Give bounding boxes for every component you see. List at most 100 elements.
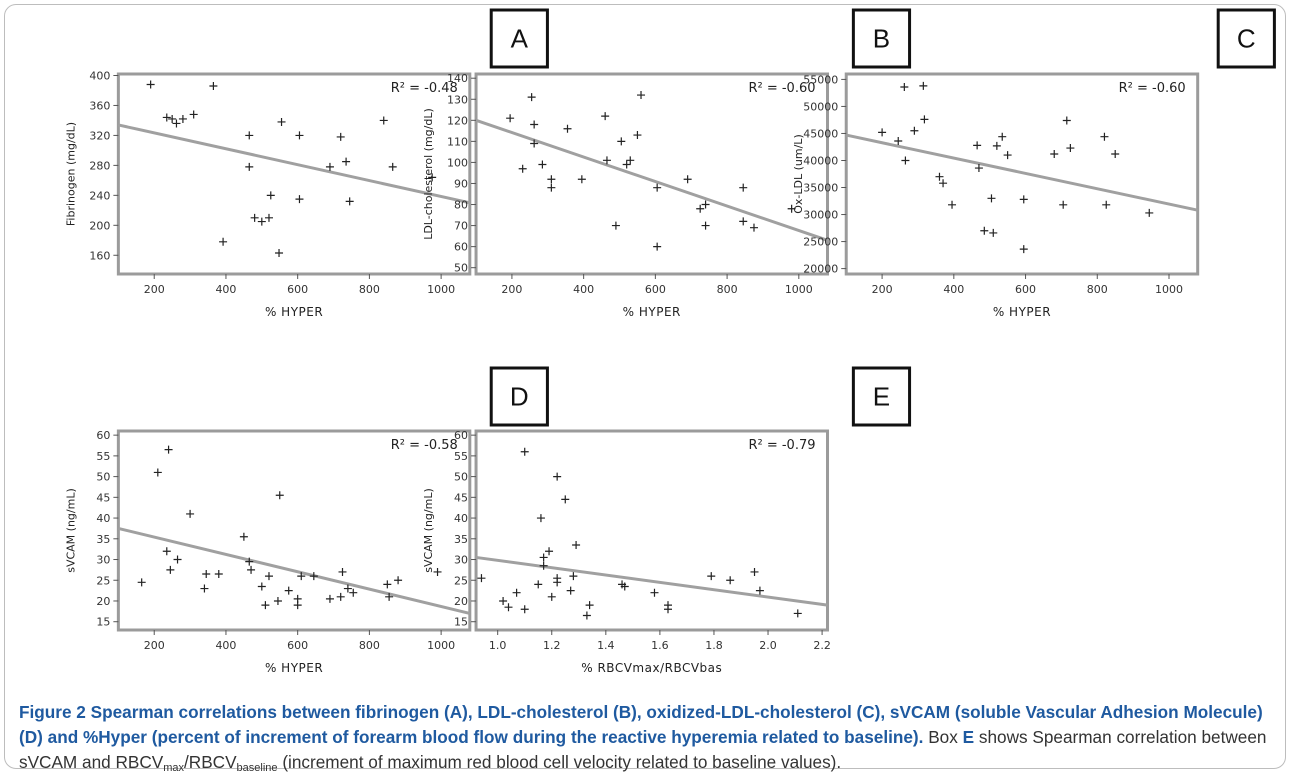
- y-axis-title: sVCAM (ng/mL): [64, 488, 77, 573]
- data-point: [601, 112, 610, 121]
- x-tick-label: 200: [144, 283, 165, 296]
- data-point: [506, 114, 515, 123]
- data-point: [153, 468, 162, 477]
- r-squared-annotation: R² = -0.48: [391, 81, 458, 96]
- data-point: [530, 139, 539, 148]
- x-tick-label: 400: [943, 283, 964, 296]
- y-tick-label: 400: [89, 69, 110, 82]
- x-axis-title: % HYPER: [265, 661, 323, 675]
- data-point: [749, 223, 758, 232]
- data-point: [342, 157, 351, 166]
- plot-frame: [116, 429, 472, 632]
- y-axis-title: LDL-cholesterol (mg/dL): [422, 108, 435, 240]
- data-point: [920, 115, 929, 124]
- x-axis-title: % HYPER: [993, 305, 1051, 319]
- data-point: [518, 164, 527, 173]
- data-point: [336, 592, 345, 601]
- x-tick-label: 200: [144, 639, 165, 652]
- y-tick-label: 140: [447, 72, 468, 85]
- data-point: [577, 175, 586, 184]
- data-point: [250, 213, 259, 222]
- y-tick-label: 15: [96, 616, 110, 629]
- trend-line: [118, 123, 471, 205]
- data-point: [219, 237, 228, 246]
- panel-letter: D: [510, 382, 529, 412]
- y-tick-label: 55: [96, 450, 110, 463]
- data-point: [536, 514, 545, 523]
- data-point: [336, 132, 345, 141]
- data-point: [273, 596, 282, 605]
- data-point: [162, 547, 171, 556]
- figure-caption: Figure 2 Spearman correlations between f…: [19, 700, 1279, 775]
- data-point: [164, 445, 173, 454]
- data-point: [202, 570, 211, 579]
- x-tick-label: 400: [573, 283, 594, 296]
- y-tick-label: 35: [96, 533, 110, 546]
- y-tick-label: 130: [447, 93, 468, 106]
- data-point: [245, 131, 254, 140]
- data-point: [664, 605, 673, 614]
- y-tick-label: 30: [96, 554, 110, 567]
- x-axis-title: % HYPER: [265, 305, 323, 319]
- data-point: [974, 164, 983, 173]
- y-tick-label: 110: [447, 135, 468, 148]
- data-point: [257, 217, 266, 226]
- data-point: [173, 555, 182, 564]
- r-squared-annotation: R² = -0.58: [391, 438, 458, 453]
- data-point: [275, 249, 284, 258]
- data-point: [998, 132, 1007, 141]
- caption-box-letter: E: [962, 727, 975, 747]
- data-point: [295, 131, 304, 140]
- y-axis-title: Fibrinogen (mg/dL): [64, 122, 77, 226]
- data-point: [787, 204, 796, 213]
- chart-panel-c: 20000 25000 30000 35000 40000 45000 50000 55000…: [792, 8, 1276, 319]
- data-point: [553, 578, 562, 587]
- data-point: [137, 578, 146, 587]
- panel-letter: B: [873, 24, 890, 54]
- x-tick-label: 200: [501, 283, 522, 296]
- data-point: [172, 119, 181, 128]
- data-point: [935, 172, 944, 181]
- data-point: [433, 567, 442, 576]
- data-point: [1066, 144, 1075, 153]
- y-tick-label: 25: [96, 574, 110, 587]
- x-tick-label: 1.0: [489, 639, 507, 652]
- data-point: [900, 82, 909, 91]
- data-point: [520, 605, 529, 614]
- y-tick-label: 20000: [803, 263, 838, 276]
- data-point: [1111, 150, 1120, 158]
- data-point: [620, 582, 629, 591]
- data-point: [388, 162, 397, 171]
- data-point: [1145, 208, 1154, 217]
- caption-rest-1: shows Spearman correlation between sVCAM…: [19, 727, 1267, 772]
- y-tick-label: 25000: [803, 236, 838, 249]
- plot-frame: [474, 429, 830, 632]
- data-point: [701, 200, 710, 209]
- data-point: [295, 195, 304, 204]
- panel-letter: E: [873, 382, 890, 412]
- caption-box-word: Box: [928, 727, 958, 747]
- data-point: [622, 160, 631, 169]
- data-point: [696, 204, 705, 213]
- data-point: [878, 128, 887, 137]
- y-tick-label: 30000: [803, 209, 838, 222]
- data-point: [653, 242, 662, 251]
- data-point: [602, 156, 611, 165]
- data-point: [383, 580, 392, 589]
- y-tick-label: 30: [454, 554, 468, 567]
- y-tick-label: 40: [454, 512, 468, 525]
- data-point: [189, 110, 198, 119]
- data-point: [617, 137, 626, 146]
- y-tick-label: 200: [89, 219, 110, 232]
- data-point: [750, 567, 759, 576]
- y-axis-title: sVCAM (ng/mL): [422, 488, 435, 573]
- data-point: [755, 586, 764, 595]
- y-tick-label: 50000: [803, 100, 838, 113]
- x-tick-label: 1000: [1155, 283, 1183, 296]
- data-point: [539, 561, 548, 570]
- data-point: [275, 491, 284, 500]
- data-point: [739, 183, 748, 192]
- y-tick-label: 50: [96, 471, 110, 484]
- data-point: [582, 611, 591, 620]
- y-tick-label: 45000: [803, 127, 838, 140]
